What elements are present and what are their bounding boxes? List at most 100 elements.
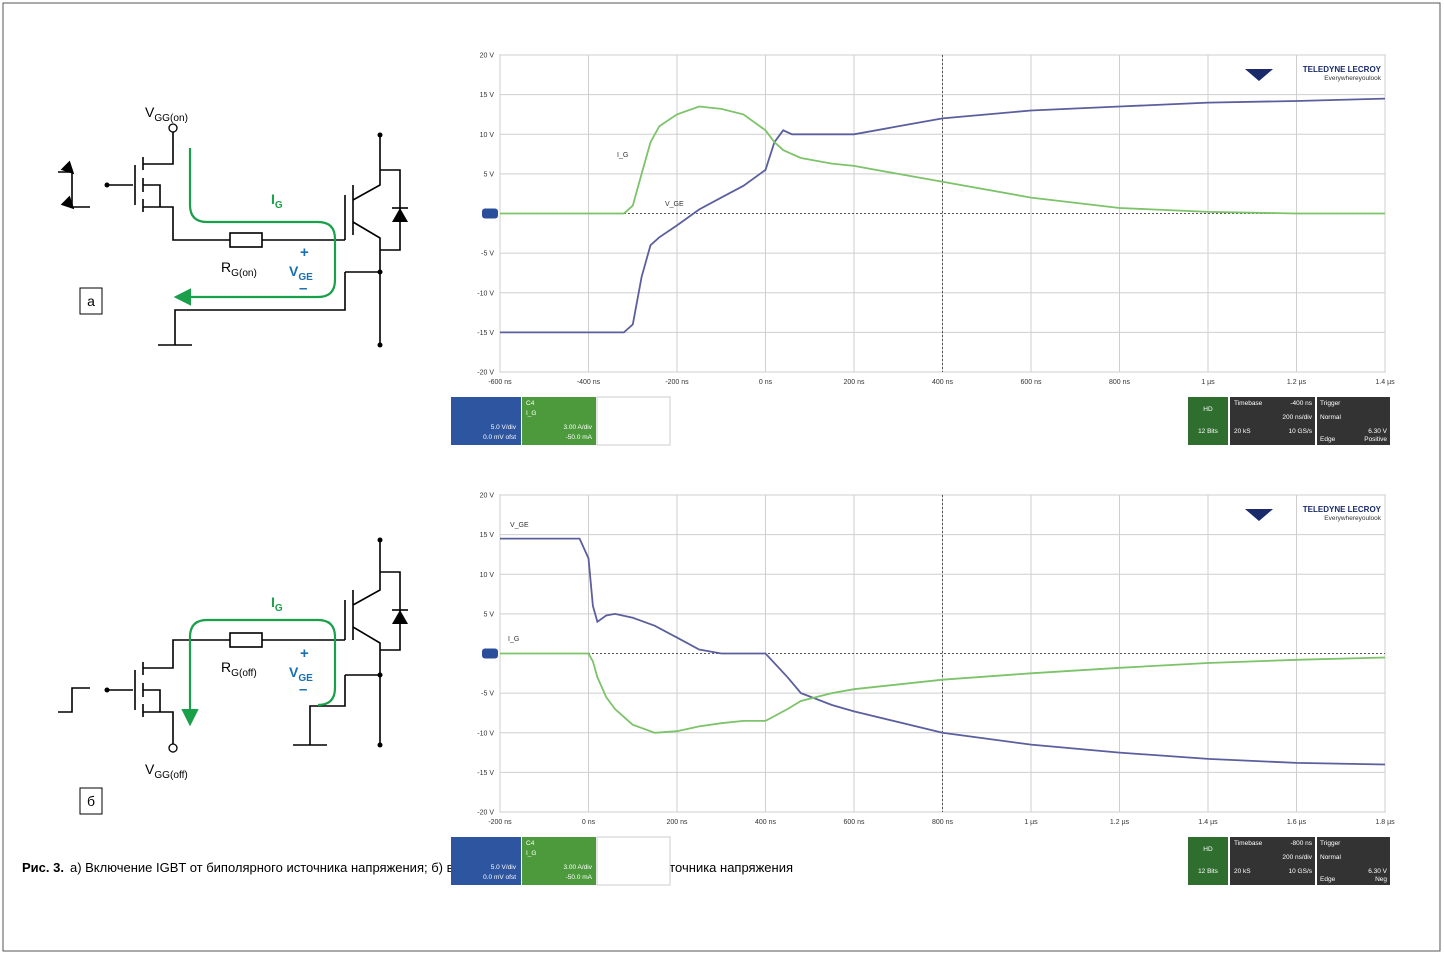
trigger-text: Trigger: [1320, 840, 1341, 847]
plus-sign: +: [300, 244, 309, 261]
info-empty: [597, 837, 670, 885]
ch4-text: C4: [526, 840, 535, 847]
channel-marker: [482, 209, 498, 219]
ch4-text: I_G: [526, 410, 536, 417]
trigger-text: 6.30 V: [1368, 428, 1387, 435]
minus-sign: –: [299, 681, 307, 698]
trigger-text: Neg: [1375, 876, 1387, 883]
x-tick-label: -200 ns: [665, 379, 689, 386]
x-tick-label: -400 ns: [577, 379, 601, 386]
x-tick-label: 1.6 µs: [1287, 819, 1307, 826]
timebase-text: -400 ns: [1290, 400, 1312, 407]
ch4-text: 3.00 A/div: [563, 424, 592, 431]
info-empty: [597, 397, 670, 445]
resistor-label-base: R: [221, 259, 231, 275]
logo-brand: TELEDYNE LECROY: [1303, 505, 1382, 514]
y-tick-label: -15 V: [477, 770, 494, 777]
y-tick-label: -15 V: [477, 330, 494, 337]
ch4-text: I_G: [526, 850, 536, 857]
ch4-text: 3.00 A/div: [563, 864, 592, 871]
ch1-text: 5.0 V/div: [491, 864, 517, 871]
x-tick-label: 600 ns: [843, 819, 865, 826]
x-tick-label: 1 µs: [1024, 819, 1038, 826]
x-tick-label: 400 ns: [755, 819, 777, 826]
x-tick-label: 1 µs: [1201, 379, 1215, 386]
current-label-sub: G: [275, 200, 283, 211]
caption-label: Рис. 3.: [22, 860, 64, 875]
y-tick-label: 20 V: [480, 493, 495, 500]
minus-sign: –: [299, 280, 307, 297]
y-tick-label: -20 V: [477, 370, 494, 377]
y-tick-label: -5 V: [481, 691, 494, 698]
plus-sign: +: [300, 645, 309, 662]
x-tick-label: 1.2 µs: [1110, 819, 1130, 826]
timebase-text: 20 kS: [1234, 428, 1251, 435]
trigger-text: Positive: [1364, 436, 1387, 443]
resistor-label-sub: G(on): [231, 268, 257, 279]
timebase-text: 20 kS: [1234, 868, 1251, 875]
x-tick-label: 1.2 µs: [1287, 379, 1307, 386]
current-label-sub: G: [275, 603, 283, 614]
trigger-text: 6.30 V: [1368, 868, 1387, 875]
y-tick-label: 20 V: [480, 53, 495, 60]
acq-text: HD: [1203, 406, 1213, 413]
x-tick-label: 800 ns: [932, 819, 954, 826]
ch1-text: 0.0 mV ofst: [483, 434, 516, 441]
x-tick-label: 800 ns: [1109, 379, 1131, 386]
timebase-text: 10 GS/s: [1289, 868, 1313, 875]
ch1-text: 5.0 V/div: [491, 424, 517, 431]
y-tick-label: 15 V: [480, 92, 495, 99]
trigger-text: Edge: [1320, 436, 1336, 443]
caption-text: а) Включение IGBT от биполярного источни…: [70, 860, 793, 875]
y-tick-label: 5 V: [483, 611, 494, 618]
logo-brand: TELEDYNE LECROY: [1303, 65, 1382, 74]
trace-label: V_GE: [665, 201, 684, 208]
x-tick-label: 200 ns: [843, 379, 865, 386]
x-tick-label: 600 ns: [1020, 379, 1042, 386]
ch4-text: C4: [526, 400, 535, 407]
timebase-text: 200 ns/div: [1282, 414, 1312, 421]
timebase-text: 10 GS/s: [1289, 428, 1313, 435]
diagram-label: а: [87, 293, 95, 309]
timebase-text: 200 ns/div: [1282, 854, 1312, 861]
y-tick-label: -5 V: [481, 251, 494, 258]
trace-label: I_G: [508, 636, 519, 643]
channel-marker: [482, 649, 498, 659]
x-tick-label: 1.4 µs: [1375, 379, 1395, 386]
trigger-text: Edge: [1320, 876, 1336, 883]
trigger-text: Normal: [1320, 414, 1342, 421]
resistor-label-base: R: [221, 659, 231, 675]
info-acq: [1188, 837, 1228, 885]
acq-text: 12 Bits: [1198, 428, 1219, 435]
x-tick-label: 0 ns: [582, 819, 596, 826]
x-tick-label: 1.4 µs: [1198, 819, 1218, 826]
timebase-text: Timebase: [1234, 840, 1263, 847]
supply-label-sub: GG(off): [154, 770, 187, 781]
timebase-text: -800 ns: [1290, 840, 1312, 847]
figure-page: Рис. 3. а) Включение IGBT от биполярного …: [0, 0, 1444, 955]
diagram-label: б: [87, 793, 95, 809]
acq-text: 12 Bits: [1198, 868, 1219, 875]
ch4-text: -50.0 mA: [566, 434, 593, 441]
logo-slogan: Everywhereyoulook: [1324, 75, 1381, 82]
timebase-text: Timebase: [1234, 400, 1263, 407]
supply-label-sub: GG(on): [154, 113, 188, 124]
y-tick-label: 5 V: [483, 171, 494, 178]
acq-text: HD: [1203, 846, 1213, 853]
x-tick-label: 1.8 µs: [1375, 819, 1395, 826]
y-tick-label: -10 V: [477, 730, 494, 737]
x-tick-label: 400 ns: [932, 379, 954, 386]
y-tick-label: 10 V: [480, 572, 495, 579]
x-tick-label: 0 ns: [759, 379, 773, 386]
x-tick-label: -600 ns: [488, 379, 512, 386]
ch4-text: -50.0 mA: [566, 874, 593, 881]
x-tick-label: 200 ns: [666, 819, 688, 826]
caption: Рис. 3. а) Включение IGBT от биполярного …: [22, 860, 793, 875]
y-tick-label: 10 V: [480, 132, 495, 139]
logo-slogan: Everywhereyoulook: [1324, 515, 1381, 522]
trace-label: I_G: [617, 152, 628, 159]
trigger-text: Trigger: [1320, 400, 1341, 407]
y-tick-label: -20 V: [477, 810, 494, 817]
y-tick-label: 15 V: [480, 532, 495, 539]
x-tick-label: -200 ns: [488, 819, 512, 826]
